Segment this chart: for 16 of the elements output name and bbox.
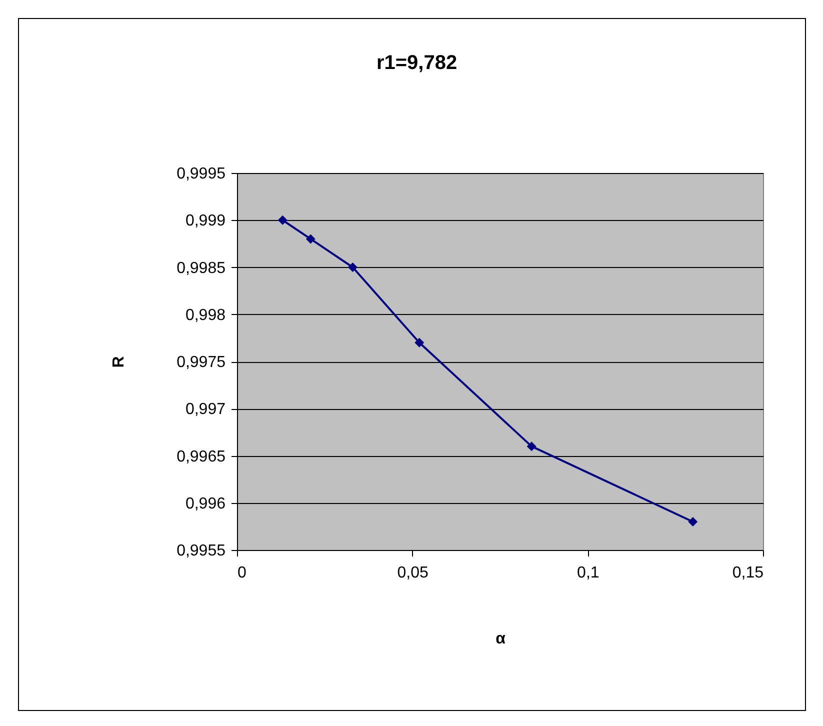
y-tick-label: 0,998: [185, 306, 226, 324]
chart-title: r1=9,782: [376, 52, 458, 74]
y-tick-label: 0,9995: [176, 166, 226, 182]
y-tick-label: 0,9985: [176, 260, 226, 277]
x-tick-label: 0: [238, 564, 246, 582]
x-tick-label: 0,15: [732, 564, 764, 582]
x-axis-title: α: [496, 630, 506, 648]
y-axis-title: R: [110, 356, 128, 368]
y-tick-label: 0,996: [185, 495, 226, 512]
y-tick-label: 0,9955: [176, 542, 226, 560]
x-tick-label: 0,05: [397, 564, 429, 582]
x-tick-label: 0,1: [577, 564, 600, 582]
y-tick-label: 0,9965: [176, 448, 226, 466]
y-tick-label: 0,999: [185, 212, 226, 230]
y-tick-label: 0,997: [185, 401, 226, 418]
y-tick-label: 0,9975: [176, 354, 226, 371]
